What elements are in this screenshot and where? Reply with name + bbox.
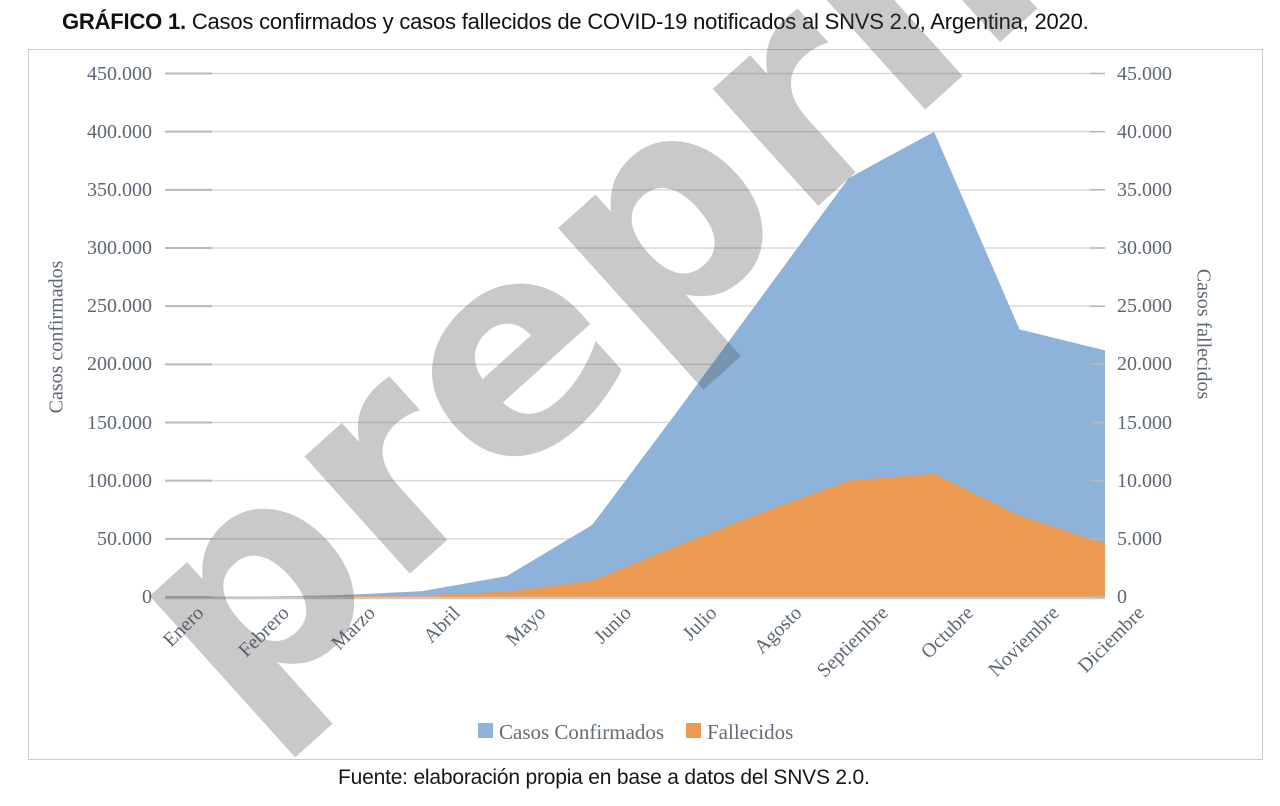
deaths-area <box>165 473 1105 597</box>
chart-title-text: Casos confirmados y casos fallecidos de … <box>185 9 1089 34</box>
chart-title-prefix: GRÁFICO 1. <box>62 9 186 34</box>
source-note: Fuente: elaboración propia en base a dat… <box>338 766 870 789</box>
chart-title: GRÁFICO 1. Casos confirmados y casos fal… <box>62 9 1089 35</box>
